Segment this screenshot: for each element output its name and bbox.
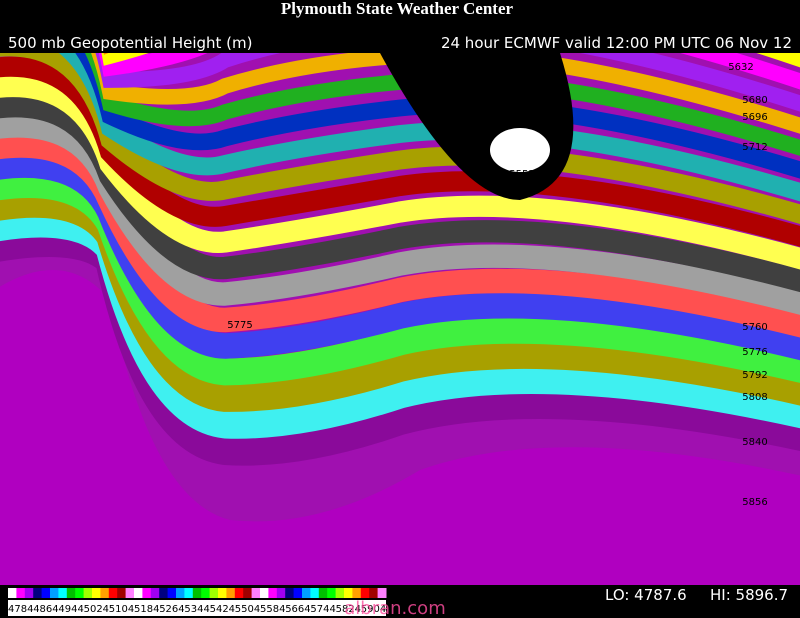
colorbar-swatch xyxy=(92,588,101,598)
colorbar-swatch xyxy=(377,588,387,598)
colorbar-swatch xyxy=(344,588,353,598)
contour-label: 5856 xyxy=(742,497,767,508)
map: 5632 5680 5696 5712 5760 5776 5792 5808 5840 5856… xyxy=(0,53,800,585)
colorbar-swatch xyxy=(66,588,76,598)
high-value: HI: 5896.7 xyxy=(710,586,788,604)
colorbar-swatch xyxy=(167,588,177,598)
colorbar-swatch xyxy=(260,588,269,598)
colorbar-label: 5424 xyxy=(210,604,235,615)
colorbar-swatch xyxy=(360,588,370,598)
colorbar-label: 5264 xyxy=(159,604,184,615)
colorbar-label: 5904 xyxy=(361,604,386,615)
colorbar-swatch xyxy=(159,588,169,598)
contour-label: 5775 xyxy=(227,320,252,331)
colorbar-swatch xyxy=(285,588,295,598)
colorbar-swatch xyxy=(100,588,110,598)
colorbar-swatch xyxy=(176,588,185,598)
colorbar-label: 5664 xyxy=(285,604,310,615)
colorbar-swatch xyxy=(184,588,194,598)
colorbar-swatch xyxy=(327,588,337,598)
colorbar-swatch xyxy=(108,588,118,598)
band xyxy=(90,53,800,134)
colorbar-swatch xyxy=(16,588,26,598)
colorbar-label: 5504 xyxy=(235,604,260,615)
colorbar-swatch xyxy=(8,588,17,598)
colorbar-swatch xyxy=(276,588,286,598)
contour-label: 5712 xyxy=(742,142,767,153)
contour-label: 5552 xyxy=(509,169,534,180)
title: Plymouth State Weather Center xyxy=(281,0,514,18)
band xyxy=(0,270,800,585)
colorbar-swatch xyxy=(134,588,143,598)
colorbar-swatch xyxy=(201,588,211,598)
colorbar-label: 5104 xyxy=(109,604,134,615)
low-core xyxy=(490,128,550,172)
colorbar-label: 5184 xyxy=(134,604,159,615)
valid-time: 24 hour ECMWF valid 12:00 PM UTC 06 Nov … xyxy=(441,34,792,52)
colorbar-swatch xyxy=(83,588,93,598)
contour-label: 5696 xyxy=(742,112,767,123)
colorbar-swatch xyxy=(243,588,253,598)
colorbar-swatch xyxy=(310,588,320,598)
colorbar-swatch xyxy=(24,588,34,598)
colorbar-label: 5824 xyxy=(336,604,361,615)
colorbar-label: 4944 xyxy=(58,604,83,615)
colorbar-swatch xyxy=(150,588,160,598)
colorbar-swatch xyxy=(302,588,311,598)
colorbar-swatch xyxy=(50,588,59,598)
colorbar-swatch xyxy=(117,588,127,598)
low-value: LO: 4787.6 xyxy=(605,586,687,604)
colorbar-swatch xyxy=(226,588,236,598)
contour-label: 5840 xyxy=(742,437,767,448)
colorbar-label: 4864 xyxy=(33,604,58,615)
contour-label: 5760 xyxy=(742,322,767,333)
colorbar-swatch xyxy=(142,588,152,598)
band xyxy=(84,53,800,156)
colorbar-label: 5344 xyxy=(184,604,209,615)
colorbar-swatch xyxy=(335,588,345,598)
contour-label: 5632 xyxy=(728,62,753,73)
field-label: 500 mb Geopotential Height (m) xyxy=(8,34,253,52)
colorbar-swatch xyxy=(58,588,68,598)
colorbar-label: 5024 xyxy=(84,604,109,615)
colorbar-swatch xyxy=(234,588,244,598)
colorbar-swatch xyxy=(352,588,362,598)
colorbar-swatch xyxy=(251,588,261,598)
colorbar: 4784 4864 4944 5024 5104 5184 5264 5344 5424 5504… xyxy=(8,588,387,616)
colorbar-label: 4784 xyxy=(8,604,33,615)
watermark: albran.com xyxy=(344,598,445,618)
colorbar-swatch xyxy=(41,588,51,598)
colorbar-swatch xyxy=(318,588,328,598)
colorbar-label: 5584 xyxy=(260,604,285,615)
colorbar-swatch xyxy=(125,588,135,598)
colorbar-swatch xyxy=(218,588,227,598)
colorbar-label-bg xyxy=(8,600,386,616)
colorbar-swatch xyxy=(33,588,43,598)
contour-label: 5680 xyxy=(742,95,767,106)
contour-label: 5792 xyxy=(742,370,767,381)
colorbar-swatch xyxy=(192,588,202,598)
colorbar-swatch xyxy=(369,588,379,598)
colorbar-swatch xyxy=(293,588,303,598)
contour-label: 5808 xyxy=(742,392,767,403)
bands xyxy=(0,53,800,585)
contour-label: 5776 xyxy=(742,347,767,358)
colorbar-swatch xyxy=(268,588,278,598)
colorbar-swatch xyxy=(75,588,85,598)
colorbar-label: 5744 xyxy=(310,604,335,615)
colorbar-swatch xyxy=(209,588,219,598)
